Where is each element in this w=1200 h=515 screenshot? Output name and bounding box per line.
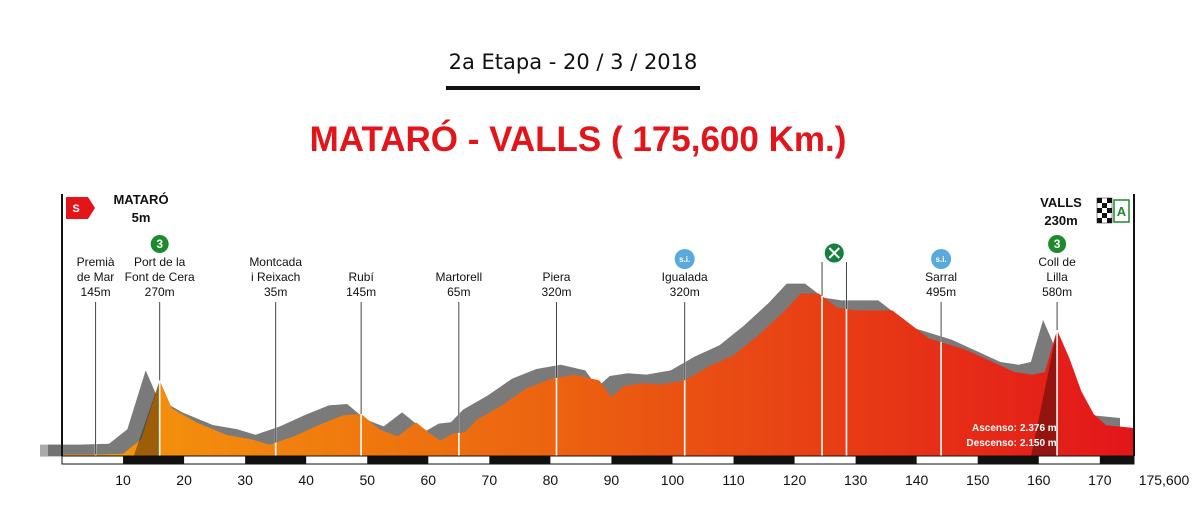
start-flag-icon bbox=[66, 197, 95, 219]
x-tick-label-14: 150 bbox=[966, 472, 990, 488]
x-axis-segment-2 bbox=[184, 456, 246, 464]
place-label-4-1: 65m bbox=[447, 285, 470, 299]
climb-category-label-1: 3 bbox=[156, 237, 163, 251]
intermediate-sprint-badge-6 bbox=[674, 249, 695, 269]
climb-face-shade-1 bbox=[1031, 330, 1058, 456]
place-label-3-1: 145m bbox=[346, 285, 376, 299]
x-tick-label-1: 20 bbox=[176, 472, 192, 488]
start-town: MATARÓ bbox=[113, 192, 168, 207]
place-label-2-2: 35m bbox=[264, 285, 287, 299]
place-label-1-0: Port de la bbox=[134, 255, 186, 269]
finish-town: VALLS bbox=[1040, 195, 1082, 210]
checkered-flag-square bbox=[1107, 208, 1112, 213]
place-label-5-0: Piera bbox=[542, 270, 570, 284]
place-label-2-0: Montcada bbox=[249, 255, 302, 269]
place-label-8-1: Lilla bbox=[1046, 270, 1068, 284]
finish-badge-label: A bbox=[1117, 204, 1127, 219]
x-tick-label-13: 140 bbox=[905, 472, 929, 488]
stage-title: 2a Etapa - 20 / 3 / 2018 bbox=[448, 50, 698, 74]
x-tick-label-0: 10 bbox=[115, 472, 131, 488]
start-altitude: 5m bbox=[132, 210, 151, 225]
x-tick-label-5: 60 bbox=[420, 472, 436, 488]
checkered-flag-square bbox=[1097, 208, 1102, 213]
place-label-7-1: 495m bbox=[926, 285, 956, 299]
cutlery-icon bbox=[828, 247, 840, 259]
place-label-0-1: de Mar bbox=[77, 270, 114, 284]
intermediate-sprint-label-6: s.i. bbox=[679, 255, 690, 264]
x-axis-segment-16 bbox=[1038, 456, 1100, 464]
climb-face-shade-0 bbox=[133, 380, 160, 456]
ascent-label: Ascenso: bbox=[972, 423, 1017, 434]
place-label-5-1: 320m bbox=[541, 285, 571, 299]
place-label-3-0: Rubí bbox=[348, 270, 374, 284]
x-axis-outline bbox=[61, 455, 1135, 465]
intermediate-sprint-badge-7 bbox=[931, 249, 952, 269]
x-axis-segment-12 bbox=[794, 456, 856, 464]
place-label-6-1: 320m bbox=[670, 285, 700, 299]
x-tick-label-11: 120 bbox=[783, 472, 807, 488]
x-axis-segment-0 bbox=[62, 456, 124, 464]
x-tick-label-3: 40 bbox=[298, 472, 314, 488]
climb-category-badge-8 bbox=[1048, 235, 1067, 253]
x-axis-segment-6 bbox=[428, 456, 490, 464]
x-axis-segment-14 bbox=[916, 456, 978, 464]
x-tick-label-15: 160 bbox=[1027, 472, 1051, 488]
start-badge-label: S bbox=[72, 203, 79, 215]
checkered-flag-square bbox=[1107, 218, 1112, 223]
finish-altitude: 230m bbox=[1044, 213, 1077, 228]
intermediate-sprint-label-7: s.i. bbox=[936, 255, 947, 264]
route-title: MATARÓ - VALLS ( 175,600 Km.) bbox=[309, 120, 847, 159]
place-label-0-0: Premià bbox=[77, 255, 115, 269]
x-tick-label-9: 100 bbox=[661, 472, 685, 488]
descent-value: 2.150 m bbox=[1020, 438, 1057, 449]
finish-badge bbox=[1113, 199, 1130, 223]
x-tick-label-8: 90 bbox=[604, 472, 620, 488]
place-label-8-0: Coll de bbox=[1038, 255, 1076, 269]
place-label-2-1: i Reixach bbox=[251, 270, 300, 284]
checkered-flag-square bbox=[1102, 203, 1107, 208]
checkered-flag-square bbox=[1107, 198, 1112, 203]
x-axis-segment-10 bbox=[672, 456, 734, 464]
ascent-value: 2.376 m bbox=[1020, 423, 1057, 434]
x-tick-label-4: 50 bbox=[359, 472, 375, 488]
x-tick-label-7: 80 bbox=[543, 472, 559, 488]
place-label-1-2: 270m bbox=[145, 285, 175, 299]
x-tick-label-10: 110 bbox=[722, 472, 745, 488]
checkered-flag-square bbox=[1097, 218, 1102, 223]
place-label-6-0: Igualada bbox=[662, 270, 708, 284]
place-label-4-0: Martorell bbox=[435, 270, 482, 284]
x-tick-label-6: 70 bbox=[482, 472, 498, 488]
stage-title-underline bbox=[446, 86, 700, 90]
place-label-0-2: 145m bbox=[81, 285, 111, 299]
place-label-7-0: Sarral bbox=[925, 270, 957, 284]
descent-label: Descenso: bbox=[966, 438, 1017, 449]
place-label-1-1: Font de Cera bbox=[125, 270, 195, 284]
x-axis-segment-4 bbox=[306, 456, 368, 464]
checkered-flag-square bbox=[1102, 213, 1107, 218]
profile-area bbox=[62, 293, 1134, 456]
checkered-flag-square bbox=[1097, 198, 1102, 203]
x-tick-label-12: 130 bbox=[844, 472, 868, 488]
place-label-8-2: 580m bbox=[1042, 285, 1072, 299]
climb-category-badge-1 bbox=[150, 235, 169, 253]
x-end-label: 175,600 bbox=[1139, 472, 1190, 488]
x-tick-label-2: 30 bbox=[237, 472, 253, 488]
climb-category-label-8: 3 bbox=[1054, 237, 1061, 251]
x-tick-label-16: 170 bbox=[1088, 472, 1112, 488]
x-axis-segment-8 bbox=[550, 456, 612, 464]
